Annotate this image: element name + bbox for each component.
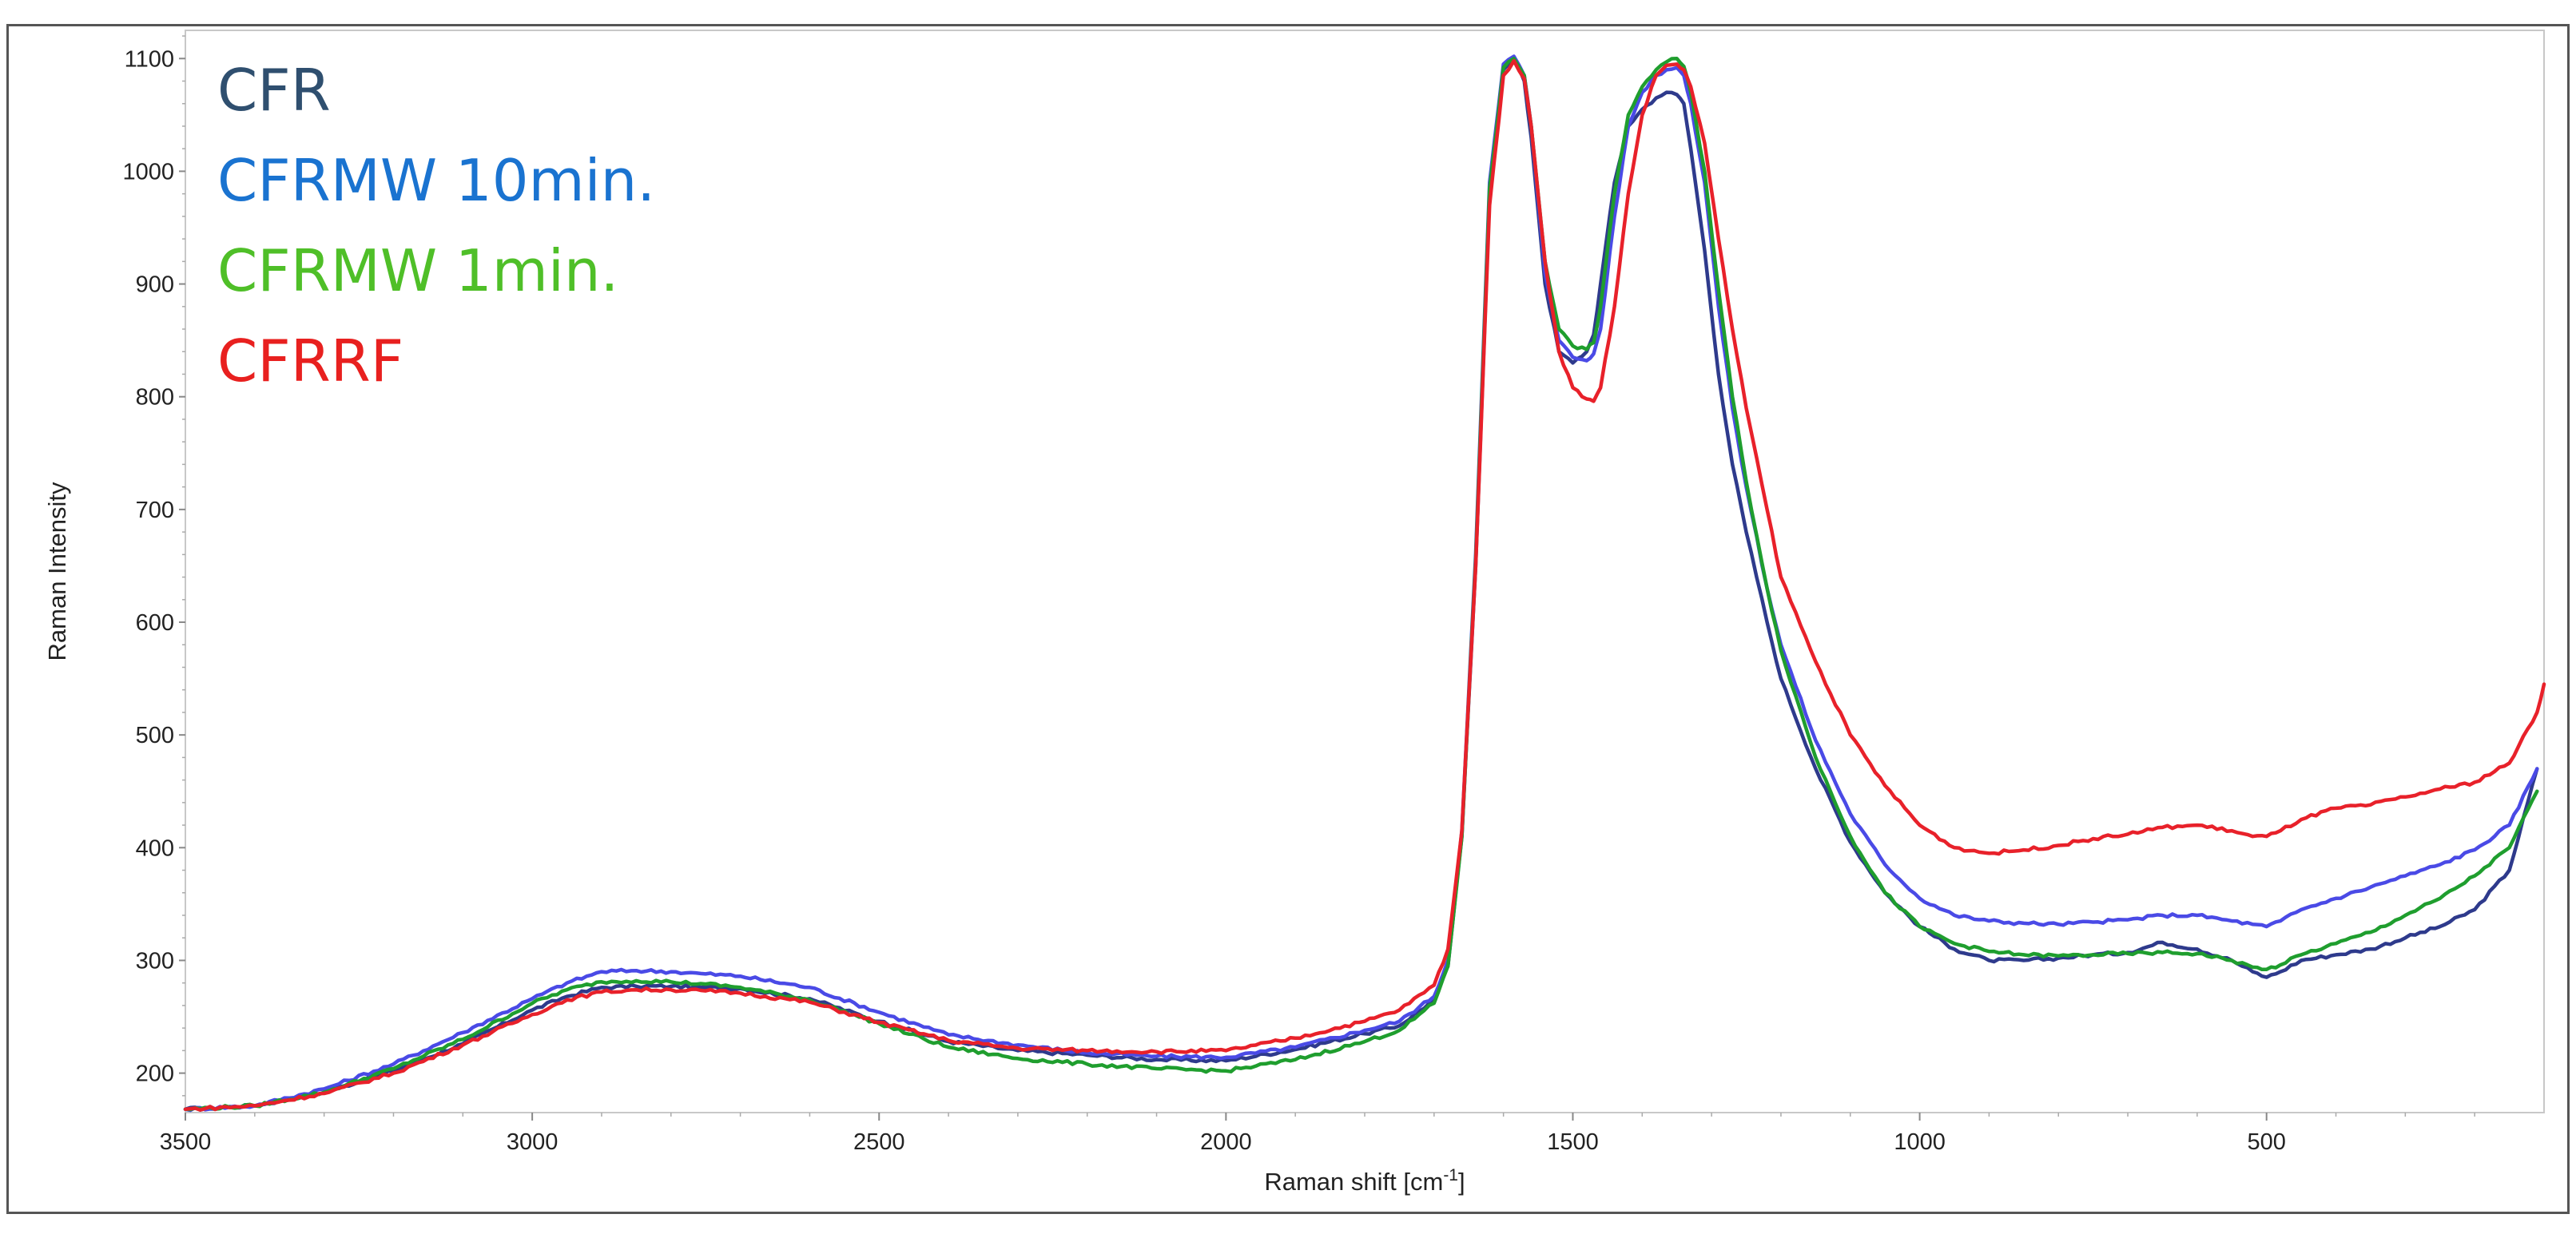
series-line-cfrrf bbox=[183, 58, 2546, 1112]
x-axis-title-superscript: -1 bbox=[1443, 1166, 1458, 1184]
series-line-cfrmw-1min bbox=[183, 57, 2539, 1112]
x-axis-title: Raman shift [cm-1] bbox=[1264, 1166, 1465, 1196]
x-tick-label: 2500 bbox=[853, 1129, 905, 1155]
legend-entry-cfrmw-1min: CFRMW 1min. bbox=[217, 237, 618, 304]
y-tick-label: 1100 bbox=[125, 46, 174, 72]
legend-entry-cfrmw-10min: CFRMW 10min. bbox=[217, 147, 655, 214]
x-axis-title-tail: ] bbox=[1458, 1168, 1465, 1196]
legend: CFR CFRMW 10min. CFRMW 1min. CFRRF bbox=[217, 57, 655, 395]
y-tick-label: 900 bbox=[136, 272, 174, 298]
series-line-cfrmw-10min bbox=[183, 54, 2539, 1113]
x-axis: 3500 3000 2500 2000 1500 1000 500 bbox=[160, 1113, 2475, 1155]
y-tick-label: 200 bbox=[136, 1061, 174, 1087]
x-tick-label: 500 bbox=[2248, 1129, 2286, 1155]
legend-entry-cfr: CFR bbox=[217, 57, 331, 124]
y-axis-title: Raman Intensity bbox=[43, 482, 71, 661]
series-line-cfr bbox=[183, 57, 2539, 1112]
x-tick-label: 3000 bbox=[507, 1129, 559, 1155]
x-axis-title-main: Raman shift [cm bbox=[1264, 1168, 1443, 1196]
x-tick-label: 1000 bbox=[1894, 1129, 1946, 1155]
series-lines bbox=[183, 54, 2546, 1113]
y-tick-label: 1000 bbox=[122, 159, 174, 185]
y-tick-label: 600 bbox=[136, 610, 174, 636]
y-axis: 200 300 400 500 600 700 800 900 1000 1100 bbox=[122, 35, 185, 1097]
x-tick-label: 3500 bbox=[160, 1129, 212, 1155]
y-tick-label: 400 bbox=[136, 835, 174, 861]
plot-area bbox=[185, 30, 2545, 1113]
y-tick-label: 700 bbox=[136, 498, 174, 523]
y-tick-label: 300 bbox=[136, 948, 174, 974]
plot-background bbox=[185, 30, 2545, 1113]
legend-entry-cfrrf: CFRRF bbox=[217, 327, 403, 395]
y-tick-label: 500 bbox=[136, 723, 174, 748]
y-tick-label: 800 bbox=[136, 385, 174, 411]
x-tick-label: 1500 bbox=[1547, 1129, 1599, 1155]
x-tick-label: 2000 bbox=[1200, 1129, 1252, 1155]
